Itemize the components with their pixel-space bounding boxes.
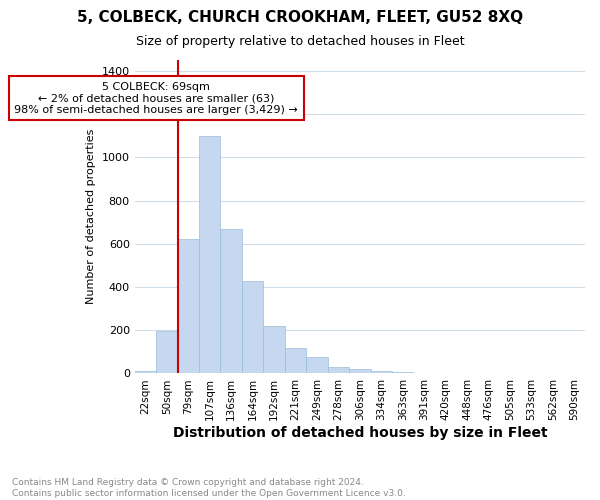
- Bar: [220, 228, 242, 374]
- Text: 5 COLBECK: 69sqm
← 2% of detached houses are smaller (63)
98% of semi-detached h: 5 COLBECK: 69sqm ← 2% of detached houses…: [14, 82, 298, 115]
- Text: 5, COLBECK, CHURCH CROOKHAM, FLEET, GU52 8XQ: 5, COLBECK, CHURCH CROOKHAM, FLEET, GU52…: [77, 10, 523, 25]
- Bar: [392, 372, 413, 374]
- Bar: [371, 372, 392, 374]
- Bar: [285, 348, 306, 374]
- X-axis label: Distribution of detached houses by size in Fleet: Distribution of detached houses by size …: [173, 426, 547, 440]
- Bar: [156, 332, 178, 374]
- Bar: [306, 357, 328, 374]
- Bar: [349, 369, 371, 374]
- Text: Contains HM Land Registry data © Crown copyright and database right 2024.
Contai: Contains HM Land Registry data © Crown c…: [12, 478, 406, 498]
- Bar: [135, 372, 156, 374]
- Text: Size of property relative to detached houses in Fleet: Size of property relative to detached ho…: [136, 35, 464, 48]
- Bar: [328, 367, 349, 374]
- Y-axis label: Number of detached properties: Number of detached properties: [86, 129, 96, 304]
- Bar: [263, 326, 285, 374]
- Bar: [178, 240, 199, 374]
- Bar: [199, 136, 220, 374]
- Bar: [242, 280, 263, 374]
